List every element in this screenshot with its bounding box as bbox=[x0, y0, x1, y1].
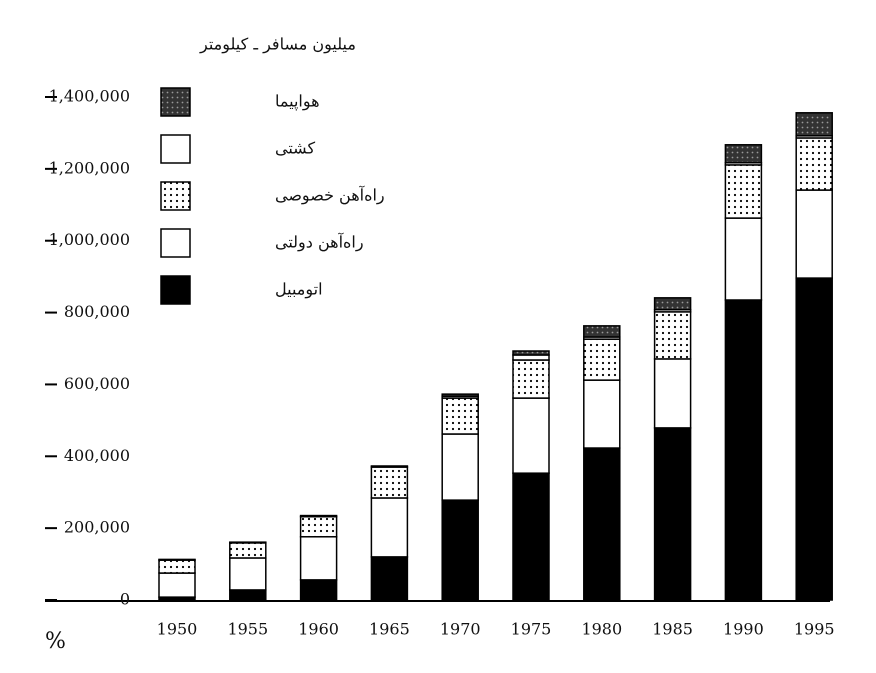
y-tick-label: 1,000,000 bbox=[49, 230, 130, 249]
bar-segment bbox=[370, 556, 409, 601]
bar-segment bbox=[795, 277, 833, 601]
legend-swatch bbox=[160, 181, 191, 211]
bar-segment bbox=[512, 350, 550, 356]
y-tick-label: 1,400,000 bbox=[49, 87, 130, 106]
bar-segment bbox=[724, 164, 763, 219]
bar-segment bbox=[512, 359, 550, 399]
bar-segment bbox=[583, 379, 621, 449]
bar-segment bbox=[512, 472, 550, 601]
bar-segment bbox=[299, 536, 338, 581]
x-tick-label: 1985 bbox=[652, 620, 693, 639]
x-tick-label: 1950 bbox=[157, 620, 198, 639]
bar-segment bbox=[229, 542, 267, 559]
bar-segment bbox=[583, 447, 621, 601]
bar-segment bbox=[583, 325, 621, 338]
bar-segment bbox=[441, 433, 479, 501]
unit-label: % bbox=[45, 629, 66, 654]
bar-segment bbox=[229, 541, 267, 544]
bar-segment bbox=[653, 427, 692, 601]
bar-segment bbox=[229, 557, 267, 591]
y-axis-title: میلیون مسافر ـ کیلومتر bbox=[199, 35, 356, 54]
bar-segment bbox=[370, 466, 409, 499]
bar-segment bbox=[653, 297, 692, 311]
legend-label: هواپیما bbox=[275, 92, 320, 111]
bar-segment bbox=[583, 338, 621, 381]
bar-segment bbox=[653, 358, 692, 429]
bar-segment bbox=[512, 354, 550, 361]
x-tick-label: 1960 bbox=[298, 620, 339, 639]
legend-label: راه‌آهن خصوصی bbox=[275, 185, 385, 205]
bar-segment bbox=[299, 515, 338, 538]
x-tick-label: 1965 bbox=[369, 620, 410, 639]
y-tick-label: 200,000 bbox=[64, 518, 130, 537]
bar-segment bbox=[370, 465, 409, 468]
bar-segment bbox=[653, 311, 692, 360]
legend-swatch bbox=[160, 87, 191, 117]
bar-segment bbox=[229, 589, 267, 601]
legend-label: راه‌آهن دولتی bbox=[275, 232, 364, 252]
x-tick-label: 1975 bbox=[511, 620, 552, 639]
bar-segment bbox=[795, 112, 833, 137]
x-tick-label: 1970 bbox=[440, 620, 481, 639]
legend-swatch bbox=[160, 134, 191, 164]
bar-segment bbox=[370, 497, 409, 558]
bar-segment bbox=[441, 397, 479, 435]
y-tick-label: 800,000 bbox=[64, 302, 130, 321]
x-tick-label: 1955 bbox=[227, 620, 268, 639]
y-tick-label: 600,000 bbox=[64, 374, 130, 393]
bar-segment bbox=[299, 514, 338, 518]
bar-segment bbox=[724, 217, 763, 301]
bar-segment bbox=[158, 559, 196, 574]
x-tick-label: 1990 bbox=[723, 620, 764, 639]
bar-segment bbox=[512, 397, 550, 474]
bar-segment bbox=[795, 189, 833, 279]
legend-swatch bbox=[160, 228, 191, 258]
bar-segment bbox=[299, 579, 338, 601]
legend-label: اتومبیل bbox=[275, 280, 323, 299]
x-tick-label: 1980 bbox=[581, 620, 622, 639]
y-tick-label: 0 bbox=[120, 590, 130, 609]
legend-swatch bbox=[160, 275, 191, 305]
bar-segment bbox=[441, 393, 479, 398]
bar-segment bbox=[441, 499, 479, 601]
bar-segment bbox=[158, 558, 196, 561]
x-tick-label: 1995 bbox=[794, 620, 835, 639]
bar-segment bbox=[724, 144, 763, 164]
y-tick-label: 400,000 bbox=[64, 446, 130, 465]
bar-segment bbox=[158, 572, 196, 598]
y-tick-label: 1,200,000 bbox=[49, 158, 130, 177]
legend-label: کشتی bbox=[275, 139, 315, 158]
bar-segment bbox=[724, 299, 763, 601]
bar-segment bbox=[795, 137, 833, 191]
